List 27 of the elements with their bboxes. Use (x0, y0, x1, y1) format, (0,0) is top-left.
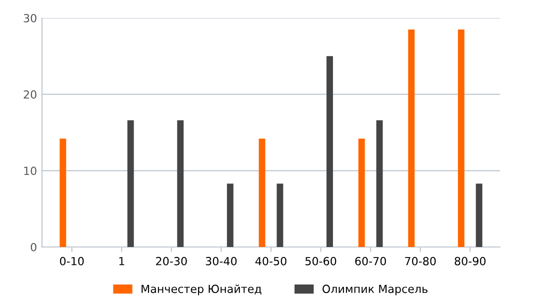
bar (376, 120, 383, 247)
x-tick-label: 70-80 (405, 256, 436, 266)
x-tick-label: 60-70 (355, 256, 386, 266)
bar (226, 184, 234, 247)
x-tick-label: 50-60 (305, 256, 336, 266)
y-tick-label: 20 (24, 90, 36, 99)
x-tick-label: 0-10 (60, 256, 84, 266)
x-tick-label: 80-90 (454, 256, 486, 266)
bar (476, 184, 482, 247)
legend-label: Манчестер Юнайтед (142, 284, 262, 296)
y-tick-label: 10 (24, 166, 36, 176)
bar (458, 29, 464, 247)
y-tick-label: 30 (24, 14, 36, 22)
bar (408, 29, 415, 247)
bar (276, 184, 284, 247)
bar (358, 138, 365, 247)
bar (60, 138, 66, 247)
bar (258, 138, 266, 247)
x-tick-label: 40-50 (255, 256, 286, 266)
y-tick-label: 0 (30, 242, 36, 252)
x-tick-label: 30-40 (206, 256, 237, 266)
bar (127, 120, 134, 247)
bar (326, 56, 333, 247)
bar (177, 120, 184, 247)
x-tick-label: 1 (119, 257, 124, 266)
legend-label: Олимпик Марсель (322, 284, 428, 296)
x-tick-label: 20-30 (156, 256, 187, 266)
